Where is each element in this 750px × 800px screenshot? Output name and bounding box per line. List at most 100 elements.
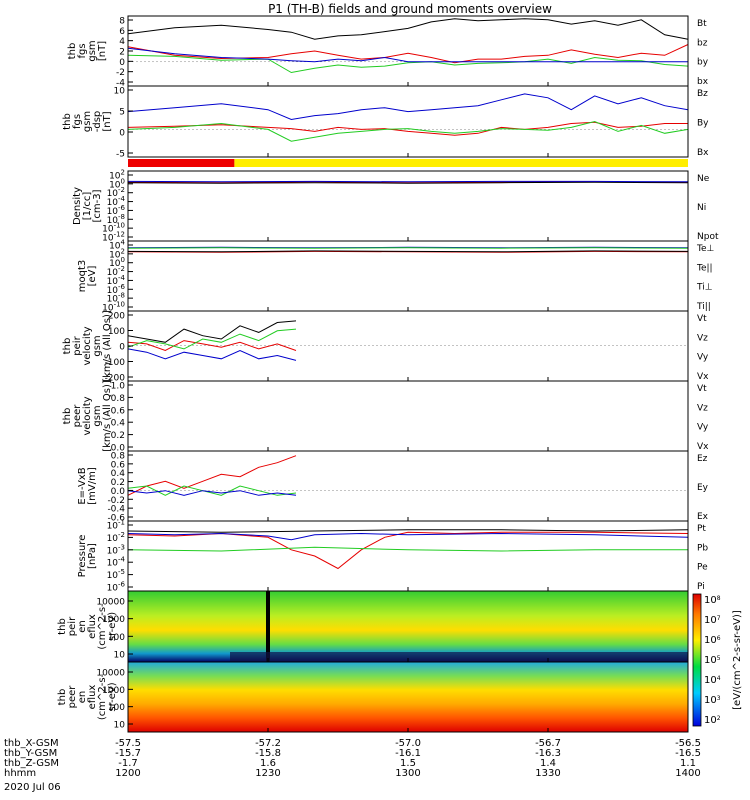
time-row-value: -15.8 [255,748,281,759]
ylabel-density: [1/cc] [82,192,93,221]
ytick-label: 100 [108,703,125,713]
series-density-1 [127,181,689,184]
legend-velocity-3: Vx [697,372,709,382]
ytick-label: 0.2 [111,431,125,441]
panel-efield: 0.80.60.40.20.0-0.2-0.4-0.6 Ez Ey Ex E=-VxB[… [77,450,709,524]
legend-velocity-2: Vy [697,353,709,363]
series-fgs-2 [127,54,689,74]
panel-frame [127,85,689,158]
ylabel-velocity2: velocity [82,396,93,435]
ylabel-velocity: [km/s (All Qs)] [102,310,113,382]
ylabel-fgs: thb [67,43,78,60]
legend-pressure-0: Pt [697,524,706,534]
ytick-label: 10 [114,651,126,661]
panel-frame [127,450,689,522]
time-row-value: -56.7 [535,738,561,749]
legend-velocity-0: Vt [697,314,707,324]
time-row-label: thb_Z-GSM [4,758,59,769]
panel-density: 10210010-210-410-610-810-1010-12NeNiNpot… [72,169,719,244]
time-row-value: -57.5 [115,738,141,749]
ylabel-fgs_gse: fgs [72,114,83,129]
series-fgs-1 [127,44,689,64]
ytick-label: 200 [108,312,125,322]
series-efield-2 [127,490,297,496]
ytick-label: 0.6 [111,460,126,470]
ylabel-fgs_gse: -dsp [92,111,103,133]
legend-velocity2-0: Vt [697,384,707,394]
panel-peer_spec: 10000 1000 100 10 thb peer en eflux (cm^2-s-sr-e… [57,661,689,733]
colorbar-tick: 108 [704,595,721,606]
ylabel-velocity2: [km/s (All Qs)] [102,380,113,452]
ylabel-velocity2: peer [72,404,83,428]
time-row-value: -57.2 [255,738,281,749]
ytick-label: -5 [116,150,125,160]
legend-fgs-1: bz [697,38,708,48]
time-row-value: 1.1 [680,758,696,769]
series-velocity-0 [127,320,297,343]
spectrogram-gap [266,591,270,662]
series-temp-2 [127,246,689,249]
ytick-label: 0.0 [111,444,126,454]
time-row-value: 1.6 [260,758,276,769]
ytick-label: 0.4 [111,469,126,479]
ylabel-peer_spec: peer [67,685,78,709]
legend-velocity-1: Vz [697,333,708,343]
ytick-label: 0 [119,58,125,68]
mode-bar-red [128,159,235,167]
ylabel-peer_spec: eflux [87,685,98,710]
legend-fgs_gse-1: By [697,119,709,129]
ylabel-peir_spec: thb [57,618,68,635]
time-row-value: 1230 [255,768,280,779]
ylabel-density: [cm-3] [92,189,103,222]
ytick-label: 4 [119,37,125,47]
legend-density-2: Npot [697,232,719,242]
colorbar-label: [eV/(cm^2-s-sr-eV)] [732,610,743,710]
series-fgs-0 [127,18,689,40]
ytick-label: 10000 [96,598,125,608]
ylabel-pressure: Pressure [77,535,88,578]
series-efield-0 [127,455,297,496]
series-fgs_gse-0 [127,121,688,136]
ytick-label: 0 [119,129,125,139]
ylabel-peir_spec: peir [67,616,78,636]
time-axis: thb_X-GSM -57.5 -57.2 -57.0 -56.7 -56.5 thb_Y-… [4,738,701,793]
ytick-label: -2 [116,68,125,78]
panel-velocity2: 1.0 0.8 0.6 0.4 0.2 0.0 Vt Vz Vy Vx thb peer velocit… [62,380,709,453]
ytick-label: 0 [119,343,125,353]
legend-temp-0: Te⊥ [696,244,715,254]
ytick-label: -0.6 [107,514,125,524]
legend-pressure-2: Pe [697,563,708,573]
colorbar-tick: 103 [704,695,721,706]
ytick-label: 1.0 [111,382,126,392]
ylabel-pressure: [nPa] [87,543,98,569]
legend-pressure-3: Pi [697,582,705,592]
ytick-label: 10-2 [107,531,125,544]
ytick-label: 100 [108,633,125,643]
ytick-label: 10 [114,721,126,731]
ylabel-velocity: peir [72,335,83,355]
panel-frame [127,520,689,592]
ytick-label: 10-4 [107,556,126,569]
legend-efield-0: Ez [697,454,708,464]
ytick-label: -0.2 [107,496,125,506]
ylabel-efield: [mV/m] [87,467,98,505]
ylabel-peir_spec: en [77,620,88,633]
ytick-label: 2 [119,48,125,58]
plot-title: P1 (TH-B) fields and ground moments over… [268,2,552,16]
ylabel-fgs: gsm [87,40,98,61]
time-row-value: 1400 [675,768,700,779]
colorbar-gradient [692,593,702,727]
legend-velocity2-2: Vy [697,423,709,433]
time-row-value: 1.4 [540,758,556,769]
ytick-label: 0.6 [111,406,126,416]
ylabel-peer_spec: thb [57,689,68,706]
time-row-value: 1330 [535,768,560,779]
ytick-label: 1000 [102,686,125,696]
ytick-label: -100 [105,358,126,368]
panel-temp: 10410210010-210-410-610-810-10Te⊥Te||Ti⊥… [77,239,715,314]
colorbar-tick: 105 [704,655,721,666]
legend-velocity2-3: Vx [697,442,709,452]
legend-fgs-2: by [697,58,709,68]
